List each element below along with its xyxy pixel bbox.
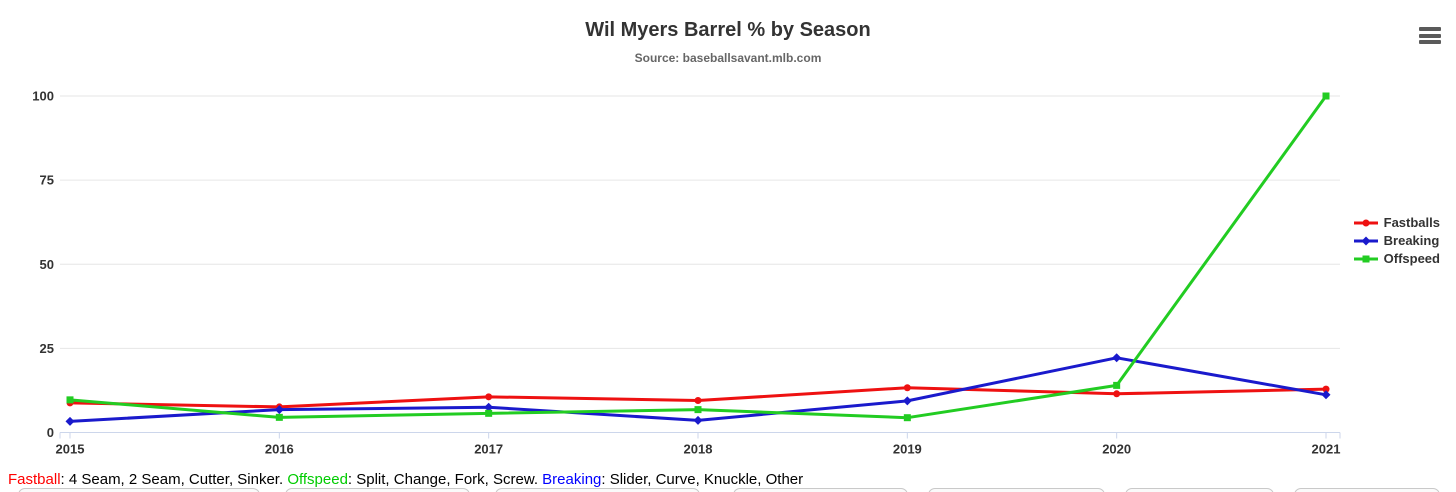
square-marker (694, 406, 702, 414)
cutoff-card (733, 488, 908, 492)
cutoff-card (1125, 488, 1274, 492)
x-axis-label: 2015 (56, 442, 85, 457)
circle-marker (903, 384, 911, 392)
x-axis-label: 2017 (474, 442, 503, 457)
legend-label: Breaking (1383, 233, 1440, 248)
square-marker (1113, 381, 1121, 389)
offspeed-key-label: Offspeed (287, 471, 348, 488)
square-marker (275, 413, 283, 421)
chart-legend: Fastballs Breaking Offspeed (1353, 215, 1440, 266)
circle-marker (485, 393, 493, 401)
legend-label: Fastballs (1383, 215, 1440, 230)
legend-item-fastballs[interactable]: Fastballs (1353, 215, 1440, 230)
square-marker (1322, 92, 1330, 100)
series-offspeed (66, 92, 1330, 422)
breaking-key-label: Breaking (542, 471, 602, 488)
diamond-marker (693, 415, 703, 425)
square-marker (903, 414, 911, 422)
cutoff-card (1294, 488, 1440, 492)
cutoff-card (285, 488, 470, 492)
cutoff-card (495, 488, 700, 492)
breaking-key-list: : Slider, Curve, Knuckle, Other (601, 471, 804, 488)
diamond-marker (1361, 236, 1371, 245)
x-axis-label: 2018 (684, 442, 713, 457)
circle-marker (1362, 219, 1370, 226)
y-axis-label: 75 (40, 173, 54, 188)
cutoff-card (18, 488, 260, 492)
diamond-marker (1321, 390, 1331, 400)
circle-marker (694, 397, 702, 405)
y-axis-label: 25 (40, 341, 54, 356)
legend-item-offspeed[interactable]: Offspeed (1353, 251, 1440, 266)
diamond-marker (484, 402, 494, 412)
hamburger-menu-icon[interactable] (1419, 27, 1441, 44)
legend-label: Offspeed (1383, 251, 1440, 266)
diamond-marker (1112, 353, 1122, 363)
diamond-marker (274, 405, 284, 415)
chart-title: Wil Myers Barrel % by Season (585, 19, 871, 41)
x-axis-label: 2016 (265, 442, 294, 457)
pitch-type-key: Fastball: 4 Seam, 2 Seam, Cutter, Sinker… (8, 471, 803, 488)
y-axis-label: 0 (47, 425, 54, 440)
chart-subtitle: Source: baseballsavant.mlb.com (634, 51, 822, 65)
x-axis-label: 2021 (1312, 442, 1341, 457)
square-marker (66, 396, 74, 404)
cutoff-card (928, 488, 1105, 492)
diamond-marker (902, 396, 912, 406)
y-axis-label: 50 (40, 257, 54, 272)
fastball-key-label: Fastball (8, 471, 61, 488)
offspeed-key-list: : Split, Change, Fork, Screw. (347, 471, 543, 488)
x-axis-label: 2019 (893, 442, 922, 457)
series-breaking (65, 353, 1331, 426)
circle-marker (1322, 385, 1330, 393)
breaking-legend-marker-icon (1353, 236, 1378, 245)
legend-item-breaking[interactable]: Breaking (1353, 233, 1440, 248)
diamond-marker (65, 416, 75, 426)
fastballs-legend-marker-icon (1353, 219, 1378, 226)
square-marker (485, 409, 493, 417)
series-line (68, 94, 1328, 420)
y-axis-label: 100 (32, 89, 54, 104)
fastball-key-list: : 4 Seam, 2 Seam, Cutter, Sinker. (60, 471, 288, 488)
circle-marker (1113, 390, 1121, 398)
square-marker (1362, 255, 1370, 262)
offspeed-legend-marker-icon (1353, 255, 1378, 262)
x-axis-label: 2020 (1102, 442, 1131, 457)
